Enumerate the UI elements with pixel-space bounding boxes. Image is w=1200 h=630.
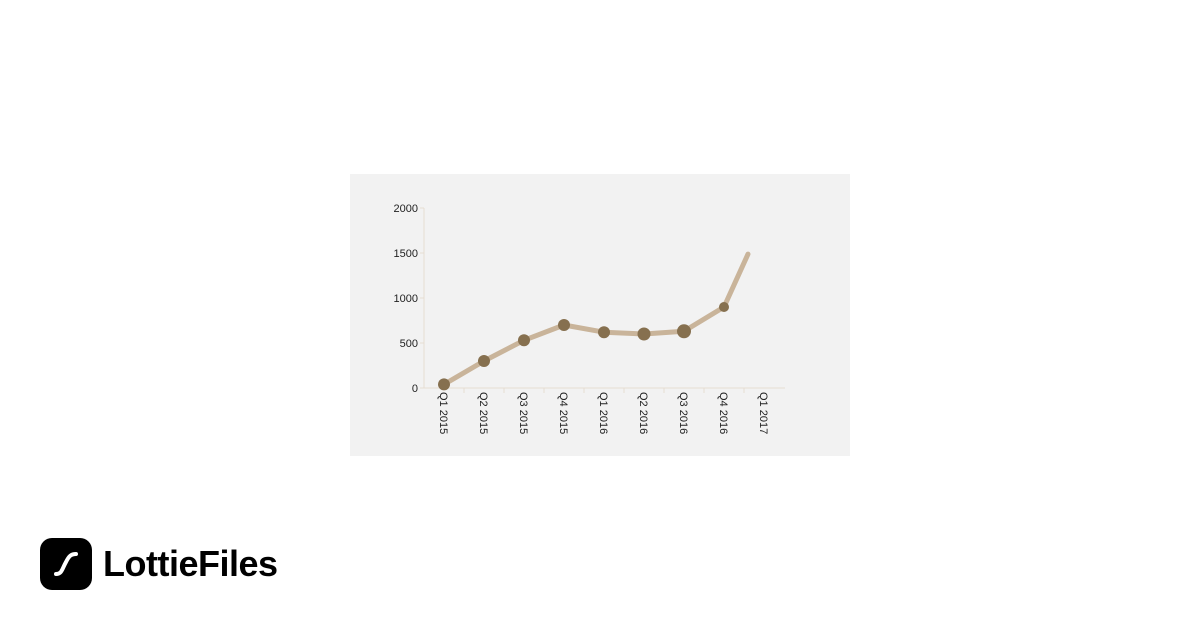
x-tick-label: Q3 2015 [517, 392, 529, 434]
data-point [719, 302, 729, 312]
x-tick-label: Q4 2015 [557, 392, 569, 434]
x-tick-label: Q1 2017 [757, 392, 769, 434]
lottiefiles-logo-icon [40, 538, 92, 590]
data-point [478, 355, 490, 367]
line-chart: 0 500 1000 1500 2000 Q1 2015 Q2 2015 Q3 2015 Q4 … [394, 203, 785, 434]
data-point [637, 327, 651, 341]
x-tick-label: Q3 2016 [677, 392, 689, 434]
brand-logo[interactable]: LottieFiles [40, 538, 278, 590]
y-tick-label: 1500 [394, 248, 418, 260]
x-tick-label: Q2 2016 [637, 392, 649, 434]
y-tick-label: 2000 [394, 203, 418, 215]
x-tick-label: Q2 2015 [477, 392, 489, 434]
data-point [438, 378, 450, 391]
x-tick-label: Q1 2016 [597, 392, 609, 434]
series-line [441, 251, 751, 387]
data-point [598, 326, 610, 339]
data-point [558, 319, 570, 331]
chart-panel: 0 500 1000 1500 2000 Q1 2015 Q2 2015 Q3 2015 Q4 … [350, 174, 850, 456]
x-tick-label: Q4 2016 [717, 392, 729, 434]
y-tick-label: 500 [400, 338, 418, 350]
y-tick-label: 1000 [394, 293, 418, 305]
y-tick-label: 0 [412, 383, 418, 395]
x-tick-label: Q1 2015 [437, 392, 449, 434]
data-point [677, 324, 691, 339]
data-point [518, 334, 530, 347]
brand-name: LottieFiles [103, 543, 278, 584]
